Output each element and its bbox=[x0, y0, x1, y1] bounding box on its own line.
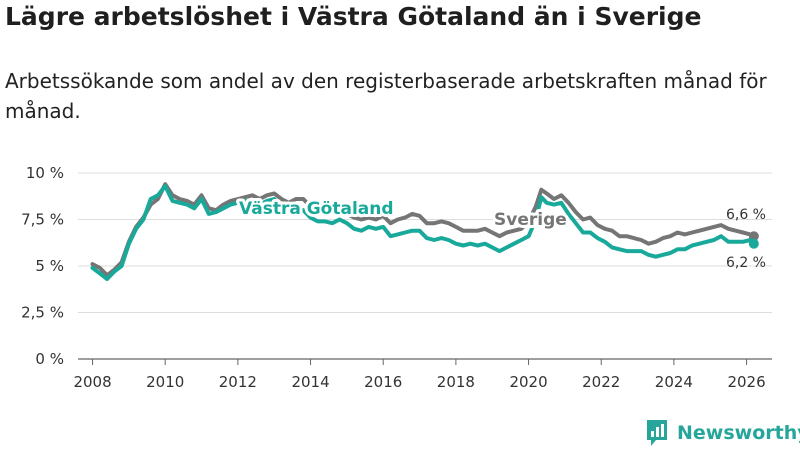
end-label-sverige: 6,6 % bbox=[726, 207, 766, 223]
x-tick-label: 2012 bbox=[219, 373, 257, 391]
y-tick-label: 7,5 % bbox=[21, 211, 64, 229]
end-label-vastra-gotaland: 6,2 % bbox=[726, 255, 766, 271]
end-point-vastra-gotaland bbox=[748, 238, 759, 249]
x-tick-label: 2026 bbox=[727, 373, 765, 391]
newsworthy-logo: Newsworthy bbox=[645, 418, 800, 448]
series-line-sverige bbox=[90, 182, 756, 278]
y-axis-ticks: 0 % 2,5 % 5 % 7,5 % 10 % bbox=[21, 164, 64, 368]
x-tick-label: 2008 bbox=[73, 373, 111, 391]
series-labels: Sverige Västra Götaland 6,6 % 6,2 % bbox=[236, 196, 766, 271]
x-tick-label: 2018 bbox=[437, 373, 475, 391]
y-tick-label: 0 % bbox=[35, 350, 64, 368]
chart-subtitle: Arbetssökande som andel av den registerb… bbox=[5, 69, 767, 123]
series-line-vastra-gotaland bbox=[90, 184, 756, 281]
series-label-sverige: Sverige bbox=[494, 210, 567, 230]
x-tick-label: 2022 bbox=[582, 373, 620, 391]
page-title: Lägre arbetslöshet i Västra Götaland än … bbox=[5, 2, 702, 31]
x-tick-label: 2014 bbox=[291, 373, 329, 391]
x-tick-label: 2020 bbox=[509, 373, 547, 391]
chart-bubble-icon bbox=[647, 420, 667, 446]
x-tick-label: 2016 bbox=[364, 373, 402, 391]
series-lines bbox=[90, 182, 759, 281]
y-tick-label: 10 % bbox=[26, 164, 64, 182]
x-tick-label: 2010 bbox=[146, 373, 184, 391]
y-tick-label: 2,5 % bbox=[21, 304, 64, 322]
series-label-vastra-gotaland: Västra Götaland bbox=[239, 199, 394, 219]
logo-text: Newsworthy bbox=[677, 422, 800, 444]
y-tick-label: 5 % bbox=[35, 257, 64, 275]
x-tick-label: 2024 bbox=[655, 373, 693, 391]
x-axis-ticks: 2008 2010 2012 2014 2016 2018 2020 2022 2024 2026 bbox=[73, 359, 766, 391]
